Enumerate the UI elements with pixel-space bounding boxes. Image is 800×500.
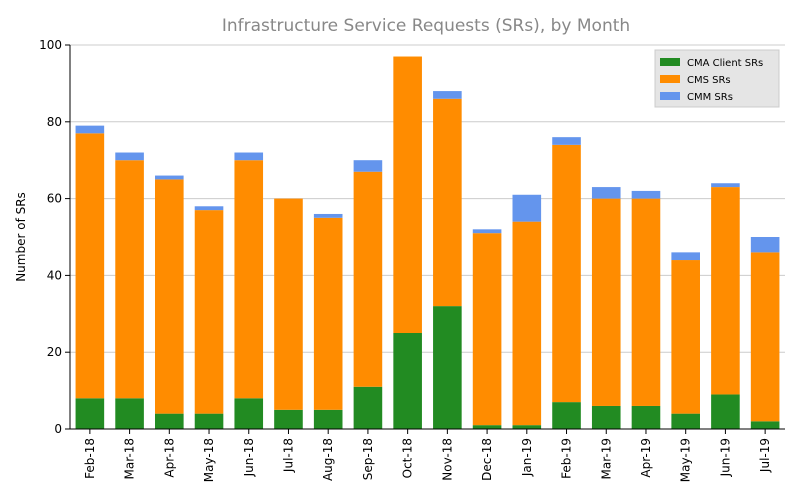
bar-segment (512, 194, 542, 222)
x-tick-label: Aug-18 (321, 438, 335, 481)
y-axis-label: Number of SRs (14, 192, 28, 282)
y-tick-label: 100 (39, 38, 62, 52)
bar-segment (631, 405, 661, 429)
bar-segment (274, 198, 303, 410)
x-tick-label: Apr-18 (162, 438, 176, 478)
bar-segment (234, 160, 264, 399)
bar-segment (194, 206, 224, 211)
bar-segment (631, 198, 661, 406)
x-tick-label: Jun-18 (242, 438, 256, 477)
bar-segment (194, 413, 224, 429)
bar-segment (393, 56, 422, 334)
legend-swatch (660, 75, 680, 83)
bar-segment (750, 237, 780, 253)
bar-segment (353, 171, 383, 387)
bar-segment (512, 221, 542, 426)
x-tick-label: Jun-19 (718, 438, 732, 477)
bar-segment (234, 152, 264, 161)
x-tick-label: Mar-18 (123, 438, 137, 479)
bar-segment (393, 333, 422, 429)
bar-segment (115, 160, 144, 399)
x-tick-label: Dec-18 (480, 438, 494, 481)
bar-segment (75, 133, 105, 399)
bar-segment (433, 91, 462, 99)
x-tick-label: Nov-18 (440, 438, 454, 481)
chart-title: Infrastructure Service Requests (SRs), b… (222, 16, 630, 36)
bar-segment (631, 190, 661, 199)
bar-segment (155, 179, 184, 414)
bar-segment (313, 409, 343, 429)
y-tick-label: 20 (47, 345, 62, 359)
bar-segment (155, 175, 184, 180)
bar-segment (512, 425, 542, 429)
bar-segment (552, 402, 581, 429)
legend: CMA Client SRs CMS SRs CMM SRs (654, 49, 780, 108)
bar-segment (671, 413, 700, 429)
bar-segment (472, 233, 502, 426)
y-tick-label: 40 (47, 268, 62, 282)
bar-segment (433, 306, 462, 429)
bar-segment (671, 260, 700, 414)
x-tick-label: Feb-18 (83, 438, 97, 479)
bar-segment (313, 217, 343, 410)
legend-label: CMS SRs (687, 75, 731, 86)
bar-segment (115, 398, 144, 429)
x-tick-label: May-18 (202, 438, 216, 482)
bar-segment (711, 187, 740, 395)
bar-segment (591, 198, 621, 406)
bar-segment (711, 394, 740, 429)
legend-label: CMA Client SRs (687, 58, 763, 69)
bar-segment (591, 405, 621, 429)
bar-segment (671, 252, 700, 261)
bar-segment (750, 421, 780, 429)
bar-segment (591, 187, 621, 199)
bar-segment (472, 229, 502, 234)
x-tick-label: Mar-19 (599, 438, 613, 479)
legend-swatch (660, 92, 680, 100)
bar-segment (75, 125, 105, 134)
legend-swatch (660, 58, 680, 66)
x-tick-label: Jul-19 (758, 438, 772, 473)
bar-segment (234, 398, 264, 429)
x-tick-label: Jul-18 (281, 438, 295, 473)
bar-segment (552, 137, 581, 145)
y-tick-label: 60 (47, 192, 62, 206)
bar-segment (750, 252, 780, 422)
y-tick-label: 80 (47, 115, 62, 129)
bar-segment (353, 160, 383, 172)
bar-segment (115, 152, 144, 161)
bar-segment (194, 210, 224, 414)
bar-segment (274, 409, 303, 429)
bar-segment (353, 386, 383, 429)
bar-segment (472, 425, 502, 429)
bar-segment (75, 398, 105, 429)
x-tick-label: Sep-18 (361, 438, 375, 480)
bar-segment (155, 413, 184, 429)
gridlines (70, 44, 785, 353)
x-tick-label: Jan-19 (520, 438, 534, 477)
bar-segment (552, 144, 581, 403)
bar-segment (711, 183, 740, 188)
bars (75, 56, 780, 429)
x-tick-label: May-19 (679, 438, 693, 482)
x-tick-label: Oct-18 (401, 438, 415, 478)
x-tick-label: Apr-19 (639, 438, 653, 478)
y-tick-label: 0 (54, 422, 62, 436)
bar-segment (313, 213, 343, 218)
bar-segment (433, 98, 462, 307)
x-tick-label: Feb-19 (560, 438, 574, 479)
legend-label: CMM SRs (687, 92, 733, 103)
axes: 0 20 40 60 80 100 Feb-18 Mar-18 Apr-18 May-18 Jun-… (39, 38, 785, 482)
